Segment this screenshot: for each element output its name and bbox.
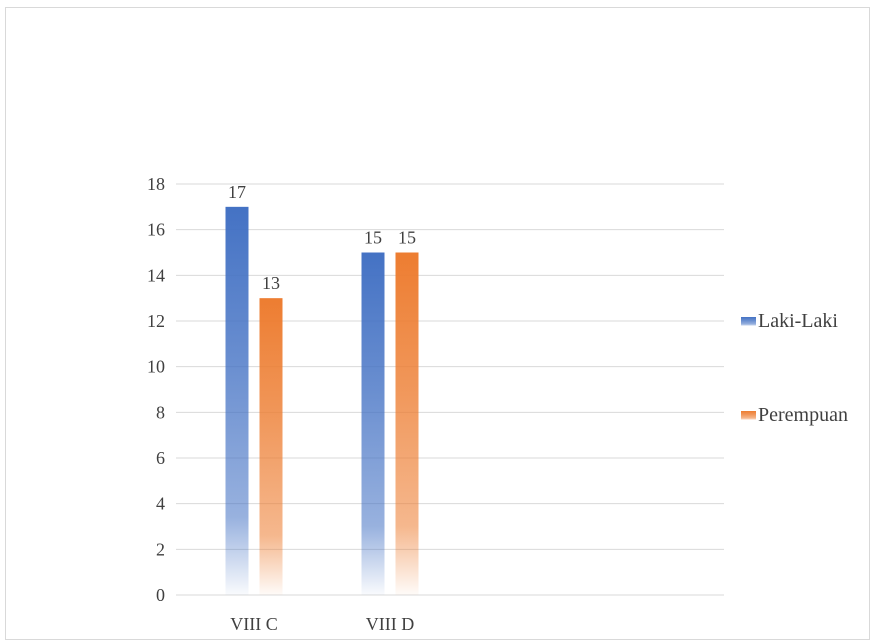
x-tick-label: VIII C xyxy=(230,614,278,634)
y-tick-label: 14 xyxy=(147,265,165,285)
y-tick-label: 6 xyxy=(156,448,165,468)
y-tick-label: 2 xyxy=(156,539,165,559)
data-label: 13 xyxy=(262,273,280,293)
x-axis-tick-labels: VIII C VIII D xyxy=(230,614,414,634)
data-label: 15 xyxy=(398,228,416,248)
bar-laki-laki-viii-d xyxy=(361,252,385,595)
legend-label: Perempuan xyxy=(758,404,848,426)
y-tick-label: 0 xyxy=(156,585,165,605)
gridlines xyxy=(176,183,724,596)
legend-swatch xyxy=(741,411,756,420)
y-tick-label: 12 xyxy=(147,311,165,331)
data-label: 15 xyxy=(364,228,382,248)
legend-item-laki-laki: Laki-Laki xyxy=(741,310,838,332)
legend-item-perempuan: Perempuan xyxy=(741,404,848,426)
x-tick-label: VIII D xyxy=(366,614,414,634)
y-tick-label: 4 xyxy=(156,494,165,514)
bar-perempuan-viii-d xyxy=(395,252,419,595)
legend-label: Laki-Laki xyxy=(758,310,838,332)
bar-laki-laki-viii-c xyxy=(225,206,249,596)
chart-area xyxy=(5,7,870,640)
y-axis-tick-labels: 0 2 4 6 8 10 12 14 16 18 xyxy=(147,174,165,605)
data-label: 17 xyxy=(228,182,246,202)
bar-perempuan-viii-c xyxy=(259,298,283,595)
legend-swatch xyxy=(741,317,756,326)
y-tick-label: 16 xyxy=(147,220,165,240)
bars xyxy=(225,206,419,596)
data-labels: 17 13 15 15 xyxy=(228,182,416,293)
y-tick-label: 18 xyxy=(147,174,165,194)
y-tick-label: 10 xyxy=(147,357,165,377)
legend: Laki-Laki Perempuan xyxy=(741,310,848,426)
y-tick-label: 8 xyxy=(156,402,165,422)
